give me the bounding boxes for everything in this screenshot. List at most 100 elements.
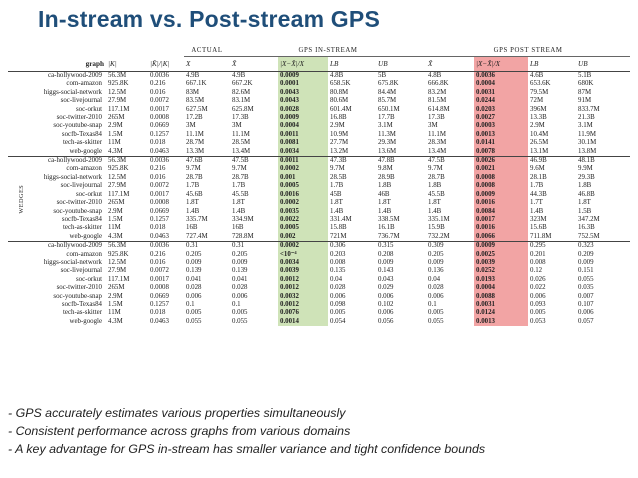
table-cell: 0.001 bbox=[278, 173, 328, 183]
table-cell: 13.6M bbox=[378, 147, 397, 155]
table-cell: 0.1 bbox=[186, 300, 195, 308]
table-cell: 1.5M bbox=[108, 215, 123, 223]
table-cell: 0.0008 bbox=[150, 199, 169, 207]
table-cell: 47.8B bbox=[376, 156, 427, 166]
table-row: tech-as-skitter 11M 0.018 28.7M 28.5M 0.0081 2… bbox=[8, 139, 630, 148]
table-cell: 1.8T bbox=[186, 199, 199, 207]
graph-name-cell: soc-livejournal bbox=[60, 267, 102, 275]
table-cell: 15.9B bbox=[428, 224, 445, 232]
graph-name-cell: soc-orkut bbox=[75, 190, 102, 198]
table-cell: 17.3B bbox=[232, 114, 249, 122]
table-cell: 1.4B bbox=[428, 207, 442, 215]
table-cell: 0.306 bbox=[328, 241, 376, 251]
table-row: web-google 4.3M 0.0463 727.4M 728.8M 0.002 721… bbox=[8, 232, 630, 242]
table-cell: 26.5M bbox=[530, 139, 549, 147]
table-cell: 0.0026 bbox=[474, 156, 529, 166]
table-cell: 0.0012 bbox=[278, 300, 328, 310]
table-cell: 0.0081 bbox=[278, 139, 328, 148]
table-cell: 0.0008 bbox=[150, 284, 169, 292]
table-cell: 1.7B bbox=[232, 182, 246, 190]
table-cell: 28.5M bbox=[232, 139, 251, 147]
col-k-ratio: |K̂|/|K| bbox=[148, 56, 184, 72]
table-cell: 3.1M bbox=[578, 122, 593, 130]
table-cell: 0.008 bbox=[330, 258, 346, 266]
table-cell: 17.3B bbox=[428, 114, 445, 122]
table-row: com-amazon 925.8K 0.216 667.1K 667.2K 0.0001 6… bbox=[8, 80, 630, 89]
table-cell: 1.7B bbox=[530, 182, 544, 190]
table-cell: 0.016 bbox=[150, 173, 166, 181]
table-cell: 667.1K bbox=[186, 80, 207, 88]
table-row: soc-youtube-snap 2.9M 0.0669 0.006 0.006 0.00… bbox=[8, 292, 630, 301]
table-cell: 0.018 bbox=[150, 224, 166, 232]
table-cell: 4.9B bbox=[230, 71, 278, 81]
table-cell: 675.8K bbox=[378, 80, 399, 88]
table-cell: 0.0084 bbox=[474, 207, 529, 216]
table-cell: 4.8B bbox=[426, 71, 475, 81]
graph-name-cell: com-amazon bbox=[66, 80, 102, 88]
table-cell: 1.7B bbox=[330, 182, 344, 190]
table-row: higgs-social-network 12.5M 0.016 28.7B 28.7B… bbox=[8, 173, 630, 183]
table-cell: 0.006 bbox=[186, 292, 202, 300]
table-cell: 0.0072 bbox=[150, 97, 169, 105]
graph-name-cell: ca-hollywood-2009 bbox=[24, 156, 106, 166]
table-cell: 4.8B bbox=[328, 71, 376, 81]
graph-name-cell: web-google bbox=[69, 232, 102, 240]
col-post-error: |X−X̂|/X bbox=[474, 56, 529, 72]
table-cell: 0.0014 bbox=[278, 317, 328, 327]
table-cell: 27.9M bbox=[108, 97, 127, 105]
table-cell: 0.041 bbox=[186, 275, 202, 283]
table-cell: 56.3M bbox=[106, 71, 148, 81]
graph-name-cell: soc-livejournal bbox=[60, 97, 102, 105]
table-cell: 0.0669 bbox=[150, 292, 169, 300]
table-cell: 0.0009 bbox=[474, 241, 529, 251]
table-cell: 0.0013 bbox=[474, 130, 529, 140]
table-cell: 925.8K bbox=[108, 165, 129, 173]
table-cell: 10.9M bbox=[330, 130, 349, 138]
table-cell: 11.9M bbox=[578, 130, 596, 138]
table-cell: 0.006 bbox=[330, 292, 346, 300]
table-cell: 1.8T bbox=[330, 199, 343, 207]
table-cell: 17.7B bbox=[378, 114, 395, 122]
table-cell: 0.0036 bbox=[148, 241, 184, 251]
table-cell: 9.9M bbox=[578, 165, 593, 173]
table-cell: 0.043 bbox=[378, 275, 394, 283]
table-cell: 9.7M bbox=[330, 165, 345, 173]
takeaway-item: - A key advantage for GPS in-stream has … bbox=[8, 442, 486, 456]
table-cell: 12.5M bbox=[108, 173, 127, 181]
slide-title: In-stream vs. Post-stream GPS bbox=[38, 6, 380, 32]
graph-name-cell: higgs-social-network bbox=[43, 88, 102, 96]
table-cell: 0.0008 bbox=[474, 173, 529, 183]
table-cell: 13.8M bbox=[578, 147, 597, 155]
table-cell: 11M bbox=[108, 139, 121, 147]
table-cell: 0.0009 bbox=[474, 190, 529, 200]
table-cell: 0.0016 bbox=[474, 199, 529, 208]
col-k: |K| bbox=[106, 56, 148, 72]
table-cell: 0.216 bbox=[150, 250, 166, 258]
table-row: tech-as-skitter 11M 0.018 16B 16B 0.0005 15.8B… bbox=[8, 224, 630, 233]
table-cell: 0.057 bbox=[578, 317, 594, 325]
table-cell: 0.018 bbox=[150, 309, 166, 317]
table-cell: <10⁻⁴ bbox=[278, 250, 328, 259]
table-row: web-google 4.3M 0.0463 0.055 0.055 0.0014 0.05… bbox=[8, 317, 630, 327]
table-cell: 265M bbox=[108, 114, 125, 122]
table-cell: 4.6B bbox=[528, 71, 577, 81]
table-cell: 0.0076 bbox=[278, 309, 328, 318]
col-in-xhat: X̂ bbox=[230, 56, 278, 72]
table-cell: 1.7B bbox=[186, 182, 200, 190]
table-cell: 0.005 bbox=[428, 309, 444, 317]
table-cell: 0.0669 bbox=[150, 122, 169, 130]
table-cell: 0.0252 bbox=[474, 267, 529, 276]
table-cell: 0.0004 bbox=[474, 80, 529, 89]
table-cell: 9.6M bbox=[530, 165, 545, 173]
table-cell: 16B bbox=[232, 224, 244, 232]
table-row: CLUSTERING COEFF. (CC)ca-hollywood-20095… bbox=[8, 241, 631, 327]
table-cell: 0.0008 bbox=[474, 182, 529, 191]
table-row: socfb-Texas84 1.5M 0.1257 11.1M 11.1M 0.0011 1… bbox=[8, 130, 630, 140]
table-cell: 48.1B bbox=[576, 156, 631, 166]
table-cell: 0.0013 bbox=[474, 317, 529, 327]
table-cell: 0.002 bbox=[278, 232, 328, 242]
table-cell: 0.054 bbox=[330, 317, 346, 325]
table-cell: 47.5B bbox=[426, 156, 475, 166]
col-in-ub: UB bbox=[376, 56, 427, 72]
table-cell: 601.4M bbox=[330, 105, 352, 113]
